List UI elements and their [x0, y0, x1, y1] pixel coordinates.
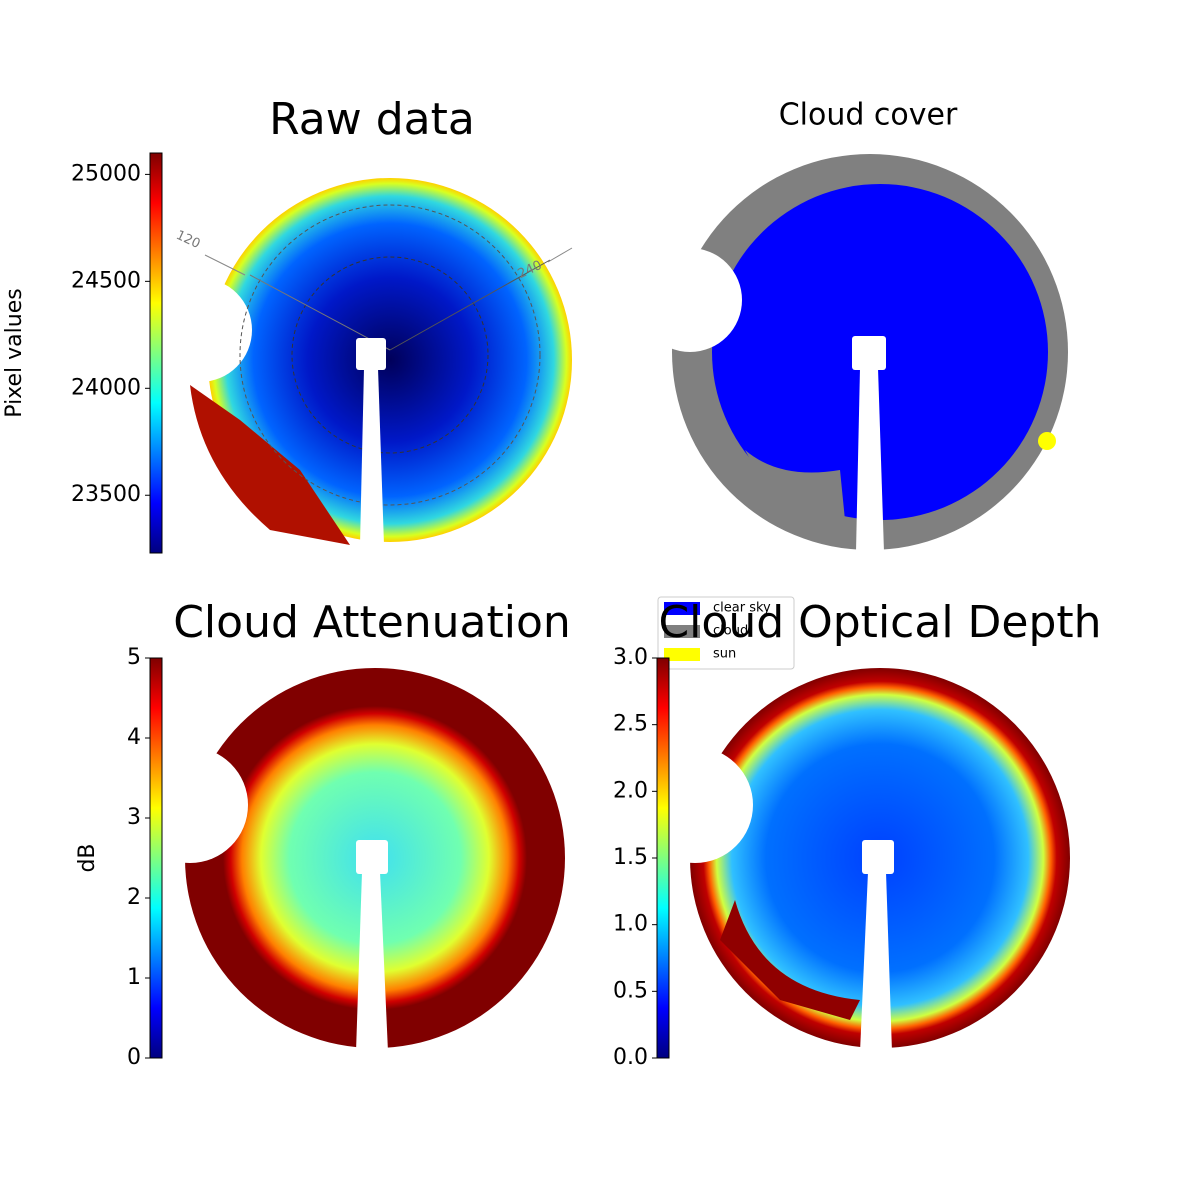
colorbar-tick-label: 24000 — [71, 375, 141, 400]
colorbar-label: Pixel values — [2, 288, 27, 417]
colorbar-tick-label: 24500 — [71, 268, 141, 293]
colorbar-tick-label: 25000 — [71, 161, 141, 186]
legend-label: clear sky — [713, 601, 771, 616]
colorbar — [149, 657, 163, 1059]
colorbar-tick-label: 2.5 — [613, 712, 648, 737]
colorbar-tick-label: 3 — [127, 805, 141, 830]
colorbar-tick-label: 23500 — [71, 482, 141, 507]
panel-title: Cloud cover — [779, 98, 958, 133]
legend-swatch — [664, 602, 700, 615]
legend-swatch — [664, 625, 700, 638]
legend-swatch — [664, 648, 700, 661]
colorbar-tick-label: 1.5 — [613, 845, 648, 870]
panel-title: Cloud Optical Depth — [658, 597, 1101, 648]
colorbar-tick-label: 2 — [127, 885, 141, 910]
colorbar-tick-label: 3.0 — [613, 645, 648, 670]
colorbar-tick-label: 0 — [127, 1045, 141, 1070]
cloud-cover-image — [638, 154, 1068, 552]
legend-label: sun — [713, 647, 736, 662]
legend-label: cloud — [713, 624, 748, 639]
polar-annotation: 120 — [174, 228, 203, 252]
raw-image — [148, 178, 573, 545]
panel-title: Cloud Attenuation — [173, 597, 571, 648]
colorbar-tick-label: 2.0 — [613, 778, 648, 803]
colorbar-tick-label: 0.0 — [613, 1045, 648, 1070]
colorbar-tick-label: 1.0 — [613, 912, 648, 937]
colorbar-label: dB — [75, 843, 100, 872]
panel-title: Raw data — [269, 94, 475, 145]
colorbar-tick-label: 0.5 — [613, 978, 648, 1003]
colorbar — [656, 657, 670, 1059]
attenuation-image — [132, 668, 565, 1052]
optical-depth-image — [637, 668, 1070, 1052]
colorbar-tick-label: 4 — [127, 725, 141, 750]
colorbar-tick-label: 1 — [127, 965, 141, 990]
colorbar-tick-label: 5 — [127, 645, 141, 670]
colorbar — [149, 152, 163, 554]
